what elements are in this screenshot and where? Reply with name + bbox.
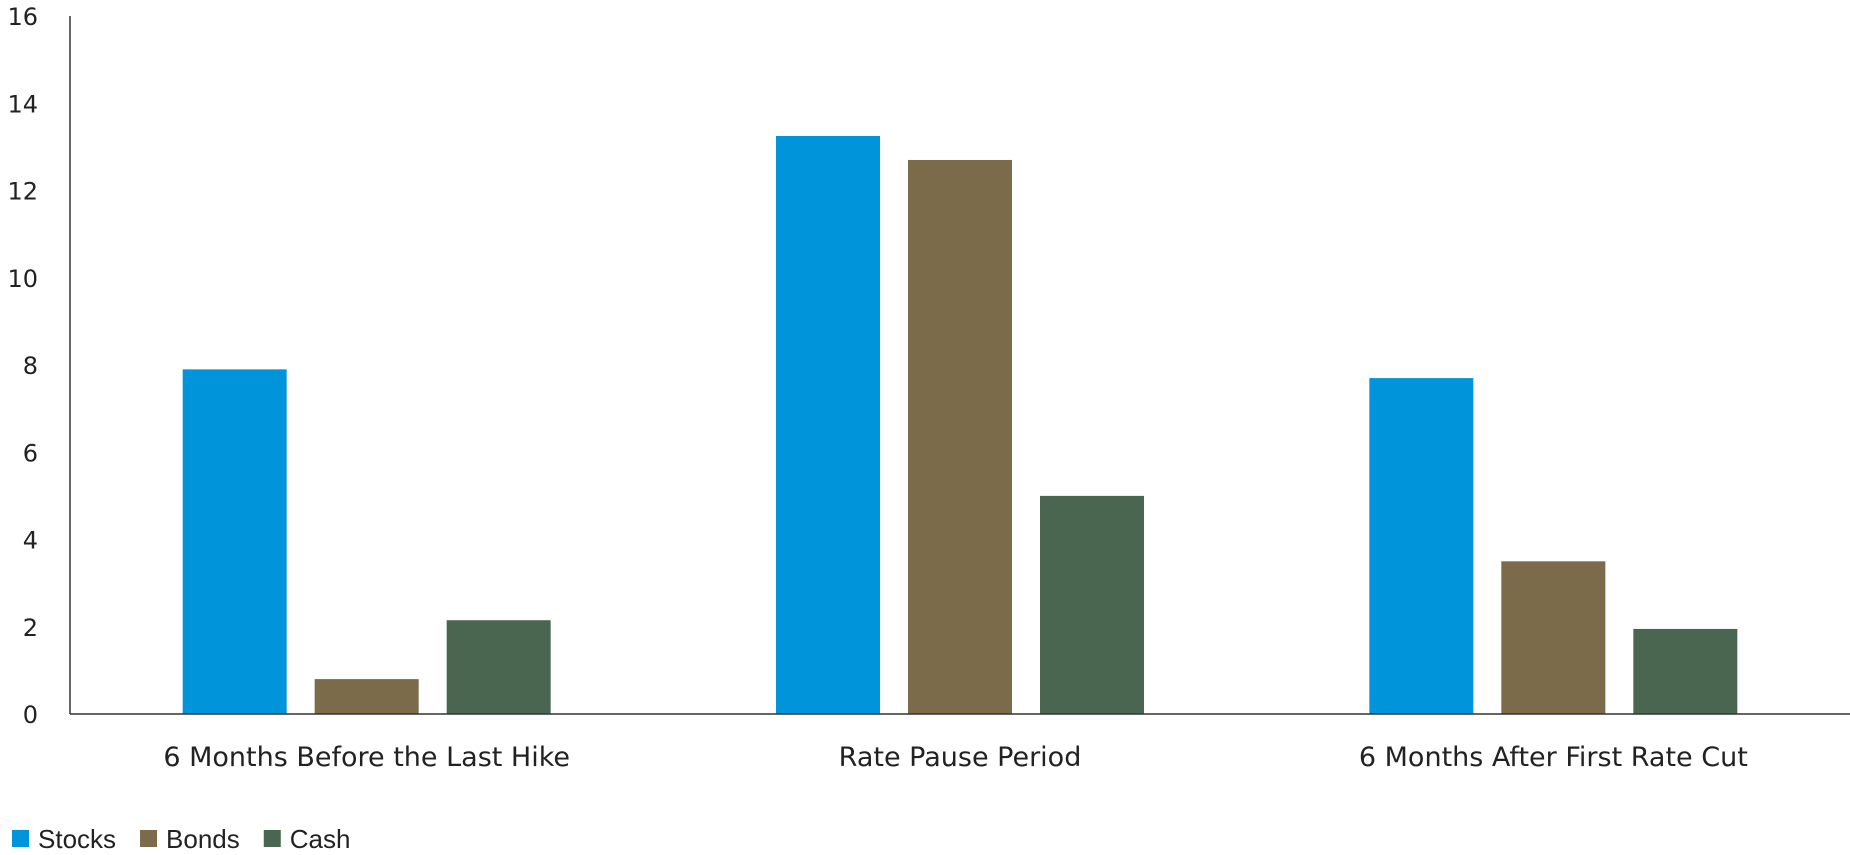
y-tick-label-2: 2 xyxy=(23,614,38,642)
legend: Stocks Bonds Cash xyxy=(12,824,350,854)
bar-stocks-6-months-after-first-rate-cut xyxy=(1369,378,1474,714)
bar-cash-rate-pause-period xyxy=(1040,495,1144,714)
y-tick-label-12: 12 xyxy=(7,178,38,206)
bar-bonds-rate-pause-period xyxy=(908,159,1012,714)
y-tick-label-16: 16 xyxy=(7,3,38,31)
bars-layer xyxy=(182,135,1738,714)
bar-cash-6-months-before-the-last-hike xyxy=(446,620,551,714)
legend-swatch-stocks xyxy=(12,830,29,847)
y-tick-label-0: 0 xyxy=(23,701,38,729)
y-tick-label-4: 4 xyxy=(23,527,38,555)
legend-label-stocks: Stocks xyxy=(38,824,116,854)
legend-swatch-cash xyxy=(263,830,281,847)
legend-swatch-bonds xyxy=(140,830,158,847)
y-tick-label-14: 14 xyxy=(7,90,38,118)
bar-cash-6-months-after-first-rate-cut xyxy=(1633,628,1738,714)
bar-stocks-6-months-before-the-last-hike xyxy=(182,369,287,714)
y-tick-label-6: 6 xyxy=(23,439,38,467)
category-label-6-months-before-the-last-hike: 6 Months Before the Last Hike xyxy=(163,742,570,773)
legend-label-cash: Cash xyxy=(290,824,351,854)
y-tick-label-8: 8 xyxy=(23,352,38,380)
bar-bonds-6-months-after-first-rate-cut xyxy=(1501,561,1606,714)
y-axis-ticks: 0 2 4 6 8 10 12 14 16 xyxy=(7,3,38,729)
category-label-rate-pause-period: Rate Pause Period xyxy=(839,742,1082,773)
legend-label-bonds: Bonds xyxy=(166,824,240,854)
y-tick-label-10: 10 xyxy=(7,265,38,293)
bar-bonds-6-months-before-the-last-hike xyxy=(314,679,419,714)
bar-stocks-rate-pause-period xyxy=(776,135,880,714)
x-axis-category-labels: 6 Months Before the Last Hike Rate Pause … xyxy=(163,742,1747,773)
category-label-6-months-after-first-rate-cut: 6 Months After First Rate Cut xyxy=(1359,742,1748,773)
